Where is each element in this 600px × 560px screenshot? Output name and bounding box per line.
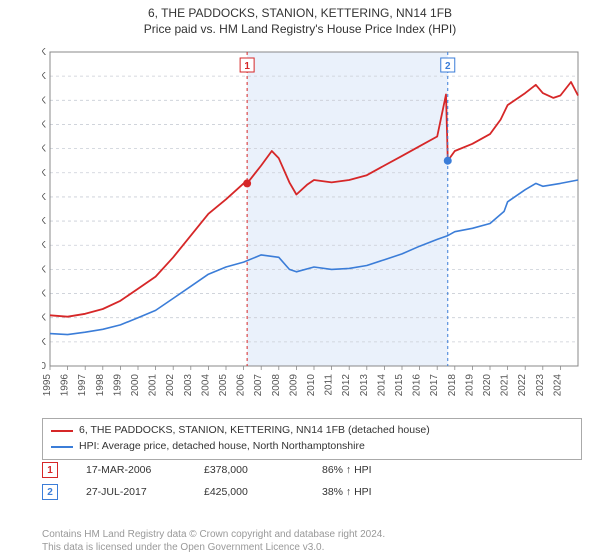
svg-text:2001: 2001 bbox=[148, 374, 159, 397]
svg-text:2: 2 bbox=[445, 61, 451, 72]
svg-text:1999: 1999 bbox=[112, 374, 123, 397]
legend-row-property: 6, THE PADDOCKS, STANION, KETTERING, NN1… bbox=[51, 423, 573, 439]
svg-text:£550K: £550K bbox=[42, 95, 46, 106]
sale-marker-1-num: 1 bbox=[47, 465, 53, 476]
svg-text:2020: 2020 bbox=[482, 374, 493, 397]
svg-text:2022: 2022 bbox=[517, 374, 528, 397]
svg-text:2019: 2019 bbox=[464, 374, 475, 397]
svg-text:1996: 1996 bbox=[60, 374, 71, 397]
title-line-1: 6, THE PADDOCKS, STANION, KETTERING, NN1… bbox=[0, 6, 600, 22]
chart-container: 6, THE PADDOCKS, STANION, KETTERING, NN1… bbox=[0, 0, 600, 560]
legend-swatch-property bbox=[51, 430, 73, 432]
sale-change-2: 38% ↑ HPI bbox=[322, 486, 412, 498]
svg-text:£450K: £450K bbox=[42, 144, 46, 155]
svg-text:£150K: £150K bbox=[42, 289, 46, 300]
svg-text:2004: 2004 bbox=[200, 374, 211, 397]
svg-text:2007: 2007 bbox=[253, 374, 264, 397]
legend-row-hpi: HPI: Average price, detached house, Nort… bbox=[51, 439, 573, 455]
svg-text:2009: 2009 bbox=[288, 374, 299, 397]
svg-text:2018: 2018 bbox=[447, 374, 458, 397]
svg-text:2005: 2005 bbox=[218, 374, 229, 397]
svg-text:£500K: £500K bbox=[42, 119, 46, 130]
sale-row-2: 2 27-JUL-2017 £425,000 38% ↑ HPI bbox=[42, 484, 582, 500]
svg-text:2000: 2000 bbox=[130, 374, 141, 397]
sale-change-1: 86% ↑ HPI bbox=[322, 464, 412, 476]
legend-label-property: 6, THE PADDOCKS, STANION, KETTERING, NN1… bbox=[79, 423, 430, 439]
sale-marker-2-num: 2 bbox=[47, 487, 53, 498]
svg-text:2021: 2021 bbox=[500, 374, 511, 397]
footer-block: Contains HM Land Registry data © Crown c… bbox=[42, 528, 385, 554]
svg-text:£100K: £100K bbox=[42, 313, 46, 324]
legend-label-hpi: HPI: Average price, detached house, Nort… bbox=[79, 439, 365, 455]
price-chart: £0 £50K £100K £150K £200K £250K £300K £350K £400… bbox=[42, 48, 582, 408]
svg-text:2023: 2023 bbox=[535, 374, 546, 397]
svg-text:£200K: £200K bbox=[42, 264, 46, 275]
svg-text:£600K: £600K bbox=[42, 71, 46, 82]
sale-price-1: £378,000 bbox=[204, 464, 294, 476]
svg-text:1997: 1997 bbox=[77, 374, 88, 397]
svg-text:1: 1 bbox=[244, 61, 250, 72]
svg-text:£350K: £350K bbox=[42, 192, 46, 203]
title-line-2: Price paid vs. HM Land Registry's House … bbox=[0, 22, 600, 38]
sale-row-1: 1 17-MAR-2006 £378,000 86% ↑ HPI bbox=[42, 462, 582, 478]
sale-marker-1: 1 bbox=[42, 462, 58, 478]
footer-line-2: This data is licensed under the Open Gov… bbox=[42, 541, 385, 554]
legend-box: 6, THE PADDOCKS, STANION, KETTERING, NN1… bbox=[42, 418, 582, 460]
legend-swatch-hpi bbox=[51, 446, 73, 448]
svg-text:2014: 2014 bbox=[376, 374, 387, 397]
svg-text:£650K: £650K bbox=[42, 48, 46, 58]
sale-date-1: 17-MAR-2006 bbox=[86, 464, 176, 476]
svg-text:£400K: £400K bbox=[42, 168, 46, 179]
svg-text:2010: 2010 bbox=[306, 374, 317, 397]
svg-text:£0: £0 bbox=[42, 361, 46, 372]
footer-line-1: Contains HM Land Registry data © Crown c… bbox=[42, 528, 385, 541]
title-block: 6, THE PADDOCKS, STANION, KETTERING, NN1… bbox=[0, 0, 600, 37]
sale-date-2: 27-JUL-2017 bbox=[86, 486, 176, 498]
svg-text:2012: 2012 bbox=[341, 374, 352, 397]
svg-text:2016: 2016 bbox=[412, 374, 423, 397]
svg-text:£50K: £50K bbox=[42, 337, 46, 348]
sale-price-2: £425,000 bbox=[204, 486, 294, 498]
svg-text:2024: 2024 bbox=[552, 374, 563, 397]
sales-table: 1 17-MAR-2006 £378,000 86% ↑ HPI 2 27-JU… bbox=[42, 462, 582, 506]
svg-text:£300K: £300K bbox=[42, 216, 46, 227]
svg-text:2015: 2015 bbox=[394, 374, 405, 397]
svg-text:2017: 2017 bbox=[429, 374, 440, 397]
svg-text:2006: 2006 bbox=[236, 374, 247, 397]
svg-text:1995: 1995 bbox=[42, 374, 53, 397]
svg-text:£250K: £250K bbox=[42, 240, 46, 251]
sale-marker-2: 2 bbox=[42, 484, 58, 500]
svg-text:2003: 2003 bbox=[183, 374, 194, 397]
svg-text:2013: 2013 bbox=[359, 374, 370, 397]
svg-text:2002: 2002 bbox=[165, 374, 176, 397]
svg-text:1998: 1998 bbox=[95, 374, 106, 397]
svg-text:2008: 2008 bbox=[271, 374, 282, 397]
svg-text:2011: 2011 bbox=[324, 374, 335, 396]
